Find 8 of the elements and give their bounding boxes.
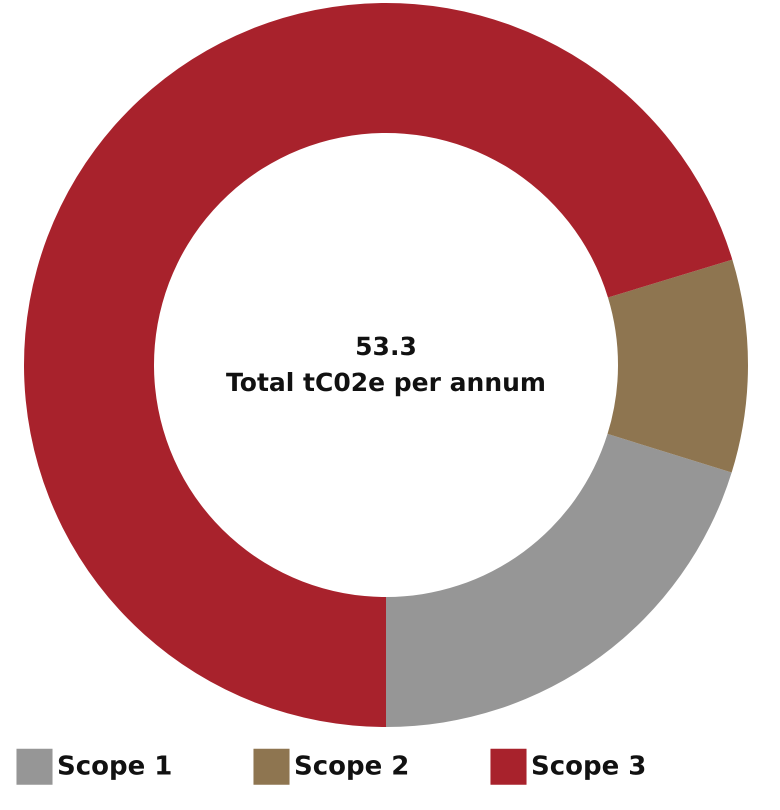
legend-label: Scope 3 bbox=[531, 752, 646, 782]
donut-slice bbox=[608, 260, 748, 473]
donut-slice bbox=[24, 3, 732, 727]
text: Total tC02e per annum bbox=[226, 368, 546, 397]
text: 53.3 bbox=[355, 332, 417, 361]
legend-label: Scope 1 bbox=[57, 752, 172, 782]
donut-slice bbox=[386, 434, 732, 727]
legend-label: Scope 2 bbox=[294, 752, 410, 782]
